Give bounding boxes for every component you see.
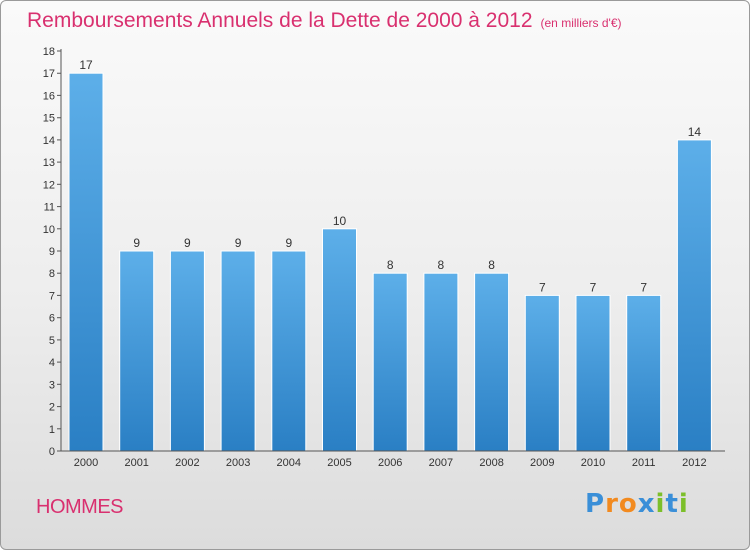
x-tick-label-2009: 2009	[530, 457, 554, 469]
data-label-2012: 14	[688, 125, 702, 139]
chart-title-unit: (en milliers d'€)	[540, 16, 622, 30]
y-tick-label-6: 6	[49, 313, 55, 325]
data-label-2010: 7	[590, 280, 597, 294]
logo-letter: t	[665, 489, 679, 519]
data-label-2000: 17	[79, 58, 93, 72]
y-tick-label-9: 9	[49, 246, 55, 258]
x-tick-label-2006: 2006	[378, 457, 402, 469]
x-tick-label-2004: 2004	[277, 457, 301, 469]
x-tick-label-2012: 2012	[682, 457, 706, 469]
data-label-2003: 9	[235, 236, 242, 250]
data-label-2006: 8	[387, 258, 394, 272]
proxiti-logo: Proxiti	[585, 489, 689, 519]
y-tick-label-15: 15	[43, 113, 55, 125]
data-label-2008: 8	[488, 258, 495, 272]
y-tick-label-5: 5	[49, 335, 55, 347]
bar-2000	[68, 72, 104, 452]
bar-2001	[119, 250, 155, 452]
data-label-2002: 9	[184, 236, 191, 250]
logo-letter: i	[678, 489, 689, 519]
y-tick-label-1: 1	[49, 424, 55, 436]
y-tick-label-7: 7	[49, 290, 55, 302]
y-tick-label-11: 11	[44, 202, 55, 214]
x-tick-label-2011: 2011	[632, 457, 656, 469]
x-tick-label-2003: 2003	[226, 457, 250, 469]
y-tick-label-14: 14	[43, 135, 55, 147]
y-tick-label-0: 0	[49, 446, 55, 458]
bar-2004	[271, 250, 307, 452]
place-label: HOMMES	[36, 496, 124, 518]
x-tick-label-2000: 2000	[74, 457, 98, 469]
x-tick-label-2008: 2008	[479, 457, 503, 469]
data-label-2011: 7	[640, 280, 647, 294]
chart-title-text: Remboursements Annuels de la Dette de 20…	[27, 9, 533, 32]
logo-letter: r	[605, 489, 619, 519]
x-tick-label-2010: 2010	[581, 457, 605, 469]
y-tick-label-10: 10	[43, 224, 55, 236]
data-label-2004: 9	[285, 236, 292, 250]
bar-2012	[676, 139, 712, 452]
logo-letter: i	[655, 489, 666, 519]
bar-2008	[474, 272, 510, 452]
y-tick-label-17: 17	[43, 68, 55, 80]
bar-2011	[626, 294, 662, 452]
y-tick-label-13: 13	[43, 157, 55, 169]
bar-2005	[322, 228, 357, 452]
bar-2007	[423, 272, 459, 452]
data-label-2001: 9	[133, 236, 140, 250]
y-tick-label-8: 8	[49, 268, 55, 280]
logo-letter: P	[585, 489, 606, 519]
logo-letter: x	[637, 489, 656, 519]
y-tick-label-4: 4	[49, 357, 55, 369]
data-label-2007: 8	[438, 258, 445, 272]
chart-title: Remboursements Annuels de la Dette de 20…	[27, 9, 622, 33]
y-tick-label-2: 2	[49, 402, 55, 414]
bar-2006	[372, 272, 408, 452]
data-label-2009: 7	[539, 280, 546, 294]
y-tick-label-16: 16	[43, 90, 55, 102]
y-tick-label-18: 18	[43, 46, 55, 58]
y-tick-label-12: 12	[43, 179, 55, 191]
bar-2003	[220, 250, 256, 452]
logo-letter: o	[618, 489, 638, 519]
data-label-2005: 10	[333, 214, 347, 228]
y-tick-label-3: 3	[49, 379, 55, 391]
x-tick-label-2005: 2005	[327, 457, 351, 469]
x-tick-label-2002: 2002	[175, 457, 199, 469]
x-tick-label-2001: 2001	[124, 457, 148, 469]
bar-2010	[575, 294, 611, 452]
bar-2002	[169, 250, 205, 452]
x-tick-label-2007: 2007	[429, 457, 453, 469]
bar-2009	[524, 294, 560, 452]
